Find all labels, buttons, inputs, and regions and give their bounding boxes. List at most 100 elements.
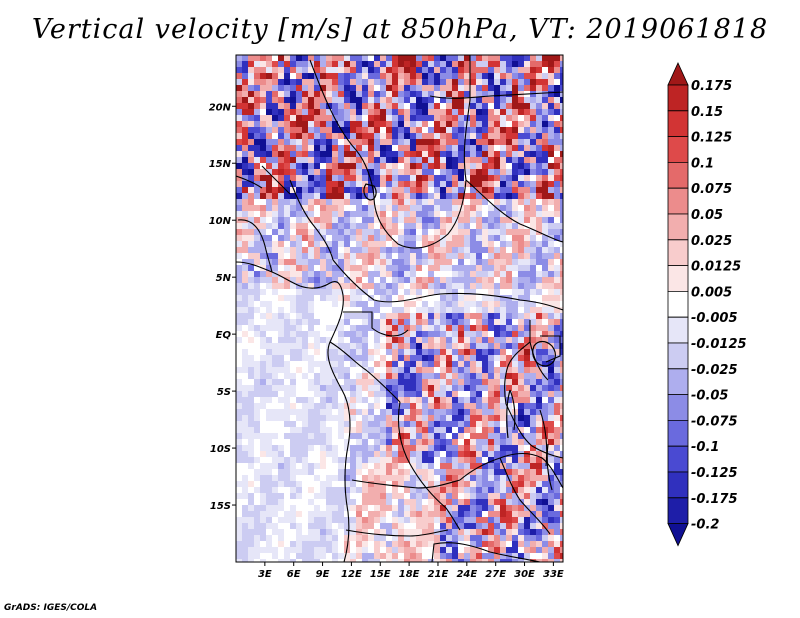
- field-cell: [518, 385, 524, 391]
- field-cell: [560, 301, 563, 307]
- field-cell: [410, 253, 416, 259]
- field-cell: [266, 487, 272, 493]
- field-cell: [428, 331, 434, 337]
- border-line: [343, 311, 409, 337]
- field-cell: [272, 109, 278, 115]
- field-cell: [332, 517, 338, 523]
- field-cell: [266, 139, 272, 145]
- field-cell: [548, 229, 554, 235]
- field-cell: [332, 229, 338, 235]
- field-cell: [560, 151, 563, 157]
- field-cell: [428, 139, 434, 145]
- field-cell: [548, 397, 554, 403]
- field-cell: [296, 139, 302, 145]
- field-cell: [428, 271, 434, 277]
- field-cell: [422, 337, 428, 343]
- field-cell: [404, 487, 410, 493]
- field-cell: [242, 469, 248, 475]
- field-cell: [254, 139, 260, 145]
- field-cell: [524, 97, 530, 103]
- field-cell: [518, 319, 524, 325]
- field-cell: [560, 115, 563, 121]
- colorbar-swatch: [667, 394, 689, 421]
- field-cell: [464, 319, 470, 325]
- field-cell: [410, 121, 416, 127]
- field-cell: [428, 505, 434, 511]
- field-cell: [488, 67, 494, 73]
- field-cell: [248, 487, 254, 493]
- field-cell: [332, 397, 338, 403]
- field-cell: [548, 193, 554, 199]
- field-cell: [422, 265, 428, 271]
- field-cell: [530, 337, 536, 343]
- field-cell: [488, 241, 494, 247]
- field-cell: [380, 61, 386, 67]
- field-cell: [554, 481, 560, 487]
- field-cell: [518, 529, 524, 535]
- field-cell: [290, 433, 296, 439]
- field-cell: [290, 391, 296, 397]
- field-cell: [416, 499, 422, 505]
- field-cell: [266, 409, 272, 415]
- field-cell: [320, 433, 326, 439]
- field-cell: [446, 397, 452, 403]
- field-cell: [272, 193, 278, 199]
- field-cell: [494, 163, 500, 169]
- field-cell: [470, 493, 476, 499]
- field-cell: [536, 409, 542, 415]
- field-cell: [410, 229, 416, 235]
- field-cell: [266, 457, 272, 463]
- field-cell: [476, 529, 482, 535]
- field-cell: [386, 157, 392, 163]
- field-cell: [356, 157, 362, 163]
- field-cell: [452, 379, 458, 385]
- field-cell: [248, 157, 254, 163]
- field-cell: [320, 133, 326, 139]
- field-cell: [470, 445, 476, 451]
- field-cell: [434, 205, 440, 211]
- field-cell: [542, 505, 548, 511]
- field-cell: [332, 439, 338, 445]
- field-cell: [410, 379, 416, 385]
- field-cell: [512, 61, 518, 67]
- field-cell: [542, 169, 548, 175]
- field-cell: [512, 265, 518, 271]
- field-cell: [338, 325, 344, 331]
- field-cell: [380, 97, 386, 103]
- field-cell: [278, 67, 284, 73]
- field-cell: [464, 493, 470, 499]
- field-cell: [362, 397, 368, 403]
- field-cell: [410, 511, 416, 517]
- field-cell: [512, 253, 518, 259]
- field-cell: [260, 481, 266, 487]
- field-cell: [482, 175, 488, 181]
- field-cell: [506, 319, 512, 325]
- field-cell: [386, 229, 392, 235]
- field-cell: [512, 373, 518, 379]
- field-cell: [428, 277, 434, 283]
- field-cell: [518, 97, 524, 103]
- field-cell: [422, 463, 428, 469]
- field-cell: [518, 55, 524, 61]
- field-cell: [464, 547, 470, 553]
- field-cell: [422, 421, 428, 427]
- field-cell: [518, 79, 524, 85]
- field-cell: [530, 145, 536, 151]
- field-cell: [236, 451, 242, 457]
- field-cell: [338, 535, 344, 541]
- field-cell: [434, 289, 440, 295]
- field-cell: [524, 115, 530, 121]
- field-cell: [518, 511, 524, 517]
- field-cell: [416, 415, 422, 421]
- field-cell: [542, 541, 548, 547]
- field-cell: [422, 235, 428, 241]
- field-cell: [320, 553, 326, 559]
- field-cell: [488, 55, 494, 61]
- field-cell: [512, 271, 518, 277]
- field-cell: [290, 151, 296, 157]
- field-cell: [488, 325, 494, 331]
- field-cell: [314, 535, 320, 541]
- field-cell: [458, 463, 464, 469]
- field-cell: [440, 79, 446, 85]
- field-cell: [404, 499, 410, 505]
